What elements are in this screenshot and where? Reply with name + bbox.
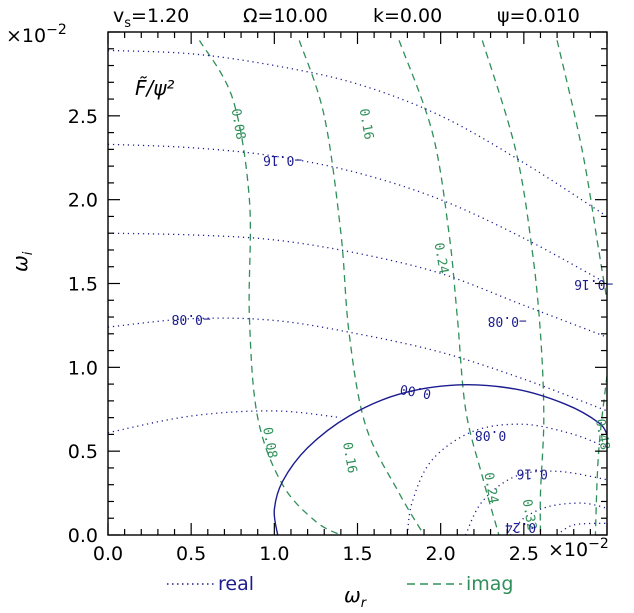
- real-contour-label-0: −0.08: [172, 311, 211, 326]
- real-contour-2: [108, 143, 607, 285]
- y-tick-label: 0.5: [68, 441, 98, 463]
- x-tick-label: 2.5: [509, 543, 539, 565]
- imag-contour-upper-label-0: 0.08: [228, 107, 248, 140]
- imag-contour-3: [481, 40, 545, 535]
- y-tick-label: 2.5: [68, 106, 98, 128]
- real-contour-label-6: 0.16: [516, 465, 547, 480]
- real-contour-4: [108, 410, 341, 434]
- imag-contour-label-1: 0.16: [339, 441, 359, 474]
- real-contour-0: [108, 317, 607, 412]
- legend-real-label: real: [218, 573, 254, 595]
- y-scale-label: ×10−2: [6, 22, 67, 47]
- real-contour-label-1: −0.08: [488, 313, 527, 328]
- x-tick-label: 1.0: [259, 543, 289, 565]
- imag-contour-0: [198, 40, 342, 535]
- imag-contour-label-2: 0.24: [480, 471, 500, 505]
- legend-imag-label: imag: [466, 573, 514, 595]
- y-tick-label: 1.5: [68, 274, 98, 296]
- header-vs: vs=1.20: [113, 5, 189, 31]
- real-contour-label-2: −0.16: [263, 152, 302, 167]
- zero-contour-label: 0.00: [399, 381, 432, 401]
- y-tick-label: 0.0: [68, 525, 98, 547]
- axis-ticks: 0.0 0.5 1.0 1.5 2.0 2.5 0.0 0.5 1.0 1.5 2.0 2.5: [68, 31, 608, 565]
- imag-contour-upper-label-2: 0.24: [431, 242, 451, 276]
- x-tick-label: 0.0: [93, 543, 123, 565]
- legend: real imag: [167, 573, 514, 595]
- x-tick-label: 1.5: [342, 543, 372, 565]
- x-tick-label: 0.5: [176, 543, 206, 565]
- real-contour-label-5: 0.08: [475, 427, 506, 442]
- y-tick-label: 1.0: [68, 357, 98, 379]
- imag-contour-4: [556, 40, 607, 301]
- contour-lines: [108, 40, 607, 535]
- contour-labels: 0.08 0.160.240.320.480.08 0.160.24−0.08 −0.…: [172, 107, 614, 534]
- imag-contour-1: [298, 40, 425, 535]
- panel-label: F̃/ψ²: [135, 76, 174, 100]
- imag-contour-5: [594, 375, 607, 535]
- real-contour-label-3: −0.16: [574, 276, 613, 291]
- real-contour-6: [465, 470, 607, 535]
- imag-contour-label-0: 0.08: [259, 426, 279, 459]
- real-contour-1: [108, 232, 607, 338]
- x-scale-label: ×10−2: [548, 536, 609, 561]
- x-tick-label: 2.0: [426, 543, 456, 565]
- real-contour-label-7: 0.24: [505, 519, 536, 534]
- header: vs=1.20 Ω=10.00 k=0.00 ψ=0.010: [113, 5, 580, 31]
- real-contour-3: [108, 49, 607, 217]
- x-axis-label: ωr: [344, 583, 368, 611]
- y-tick-label: 2.0: [68, 190, 98, 212]
- header-omega: Ω=10.00: [243, 5, 328, 27]
- plot-frame: [107, 31, 608, 536]
- imag-contour-upper-label-1: 0.16: [356, 107, 376, 140]
- header-k: k=0.00: [373, 5, 442, 27]
- zero-contour: [273, 384, 607, 535]
- real-contour-8: [556, 522, 607, 535]
- header-psi: ψ=0.010: [497, 5, 580, 27]
- y-axis-label: ωi: [8, 251, 36, 272]
- imag-contour-2: [398, 40, 500, 535]
